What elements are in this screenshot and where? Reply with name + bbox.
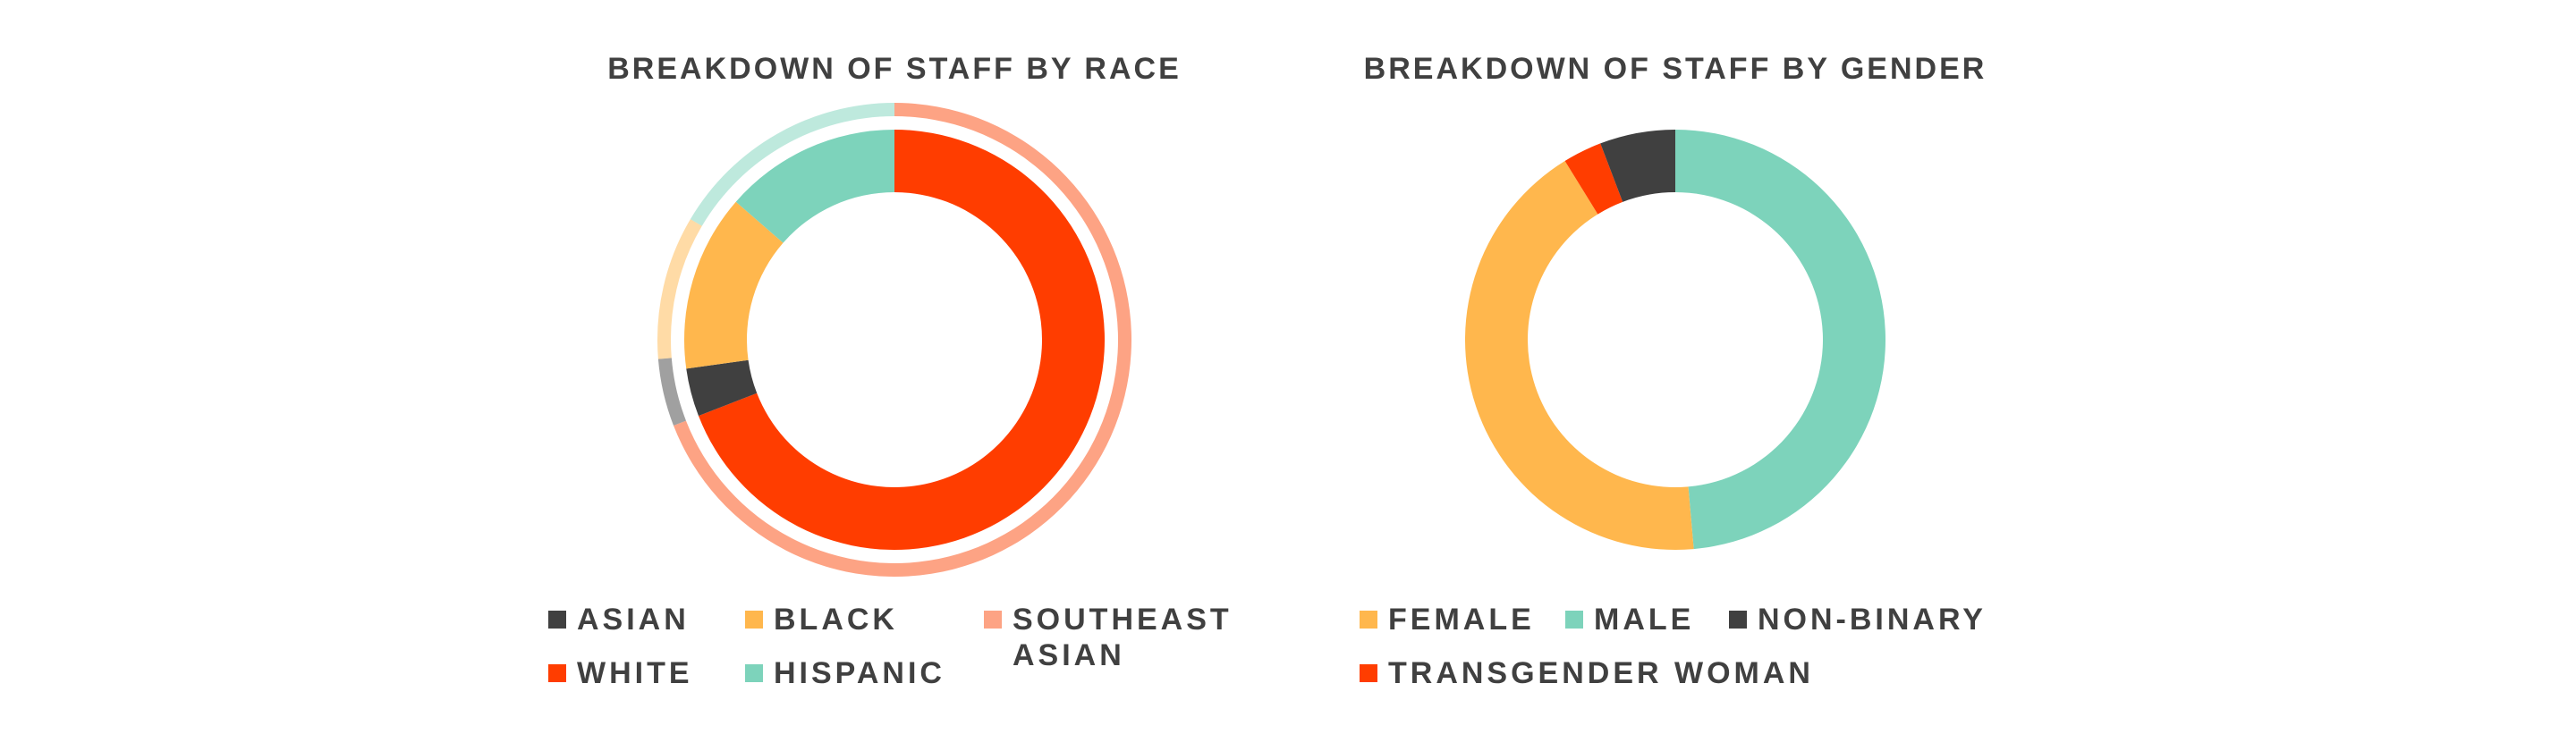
legend-item-asian: ASIAN [548, 602, 690, 637]
legend-item-non-binary: NON-BINARY [1729, 602, 1987, 637]
legend-swatch-female [1360, 611, 1377, 629]
legend-item-white: WHITE [548, 655, 693, 691]
race-inner-slice-asian [686, 359, 758, 417]
legend-label: BLACK [774, 603, 898, 637]
legend-label: FEMALE [1388, 603, 1535, 637]
race-chart-title: BREAKDOWN OF STAFF BY RACE [607, 52, 1182, 86]
gender-slice-non-binary [1600, 130, 1675, 202]
legend-item-female: FEMALE [1360, 602, 1535, 637]
legend-swatch-asian [548, 611, 566, 629]
legend-swatch-male [1565, 611, 1583, 629]
race-outer-slice-asian [657, 358, 686, 426]
legend-item-hispanic: HISPANIC [745, 655, 945, 691]
legend-swatch-southeast-asian [984, 611, 1002, 629]
legend-label: WHITE [577, 656, 693, 690]
race-inner-slice-black [684, 201, 784, 369]
legend-swatch-black [745, 611, 763, 629]
race-outer-slice-black [657, 219, 702, 359]
gender-slice-female [1465, 161, 1694, 550]
race-inner-slice-hispanic [735, 130, 894, 243]
legend-label: HISPANIC [774, 656, 945, 690]
legend-swatch-transgender-woman [1360, 664, 1377, 682]
gender-slice-transgender-woman [1564, 143, 1623, 215]
race-outer-slice-hispanic [690, 103, 894, 226]
legend-label: ASIAN [577, 603, 690, 637]
legend-item-southeast-asian: SOUTHEAST ASIAN [984, 602, 1252, 673]
legend-item-transgender-woman: TRANSGENDER WOMAN [1360, 655, 1814, 691]
legend-label: MALE [1594, 603, 1695, 637]
gender-slice-male [1675, 130, 1885, 550]
race-inner-slice-white [698, 130, 1106, 550]
legend-swatch-hispanic [745, 664, 763, 682]
legend-item-male: MALE [1565, 602, 1694, 637]
legend-label: NON-BINARY [1758, 603, 1987, 637]
legend-swatch-non-binary [1729, 611, 1747, 629]
legend-label: TRANSGENDER WOMAN [1388, 656, 1814, 690]
gender-chart-title: BREAKDOWN OF STAFF BY GENDER [1363, 52, 1987, 86]
legend-item-black: BLACK [745, 602, 898, 637]
legend-label: SOUTHEAST ASIAN [1013, 603, 1233, 672]
legend-swatch-white [548, 664, 566, 682]
